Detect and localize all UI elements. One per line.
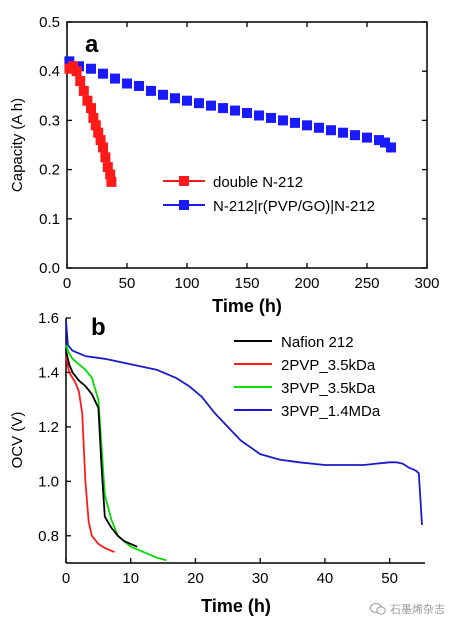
panel-a-x-tick-label: 200 <box>294 275 319 292</box>
panel-b-y-tick-label: 1.4 <box>38 364 59 381</box>
panel-b-x-tick-label: 20 <box>187 570 204 587</box>
panel-b-series-line-0 <box>65 350 138 548</box>
panel-a-x-tick-label: 50 <box>119 275 136 292</box>
panel-a-data-point <box>95 135 106 146</box>
watermark: 石墨烯杂志 <box>370 601 445 617</box>
panel-a-label: a <box>85 31 99 58</box>
panel-a-axis-ticks: 0 50 100 150 200 250 300 0.0 0.1 0.2 0.3 0.4 0.5 <box>39 14 439 292</box>
panel-a-data-point <box>98 68 108 79</box>
panel-a-data-point <box>170 93 180 104</box>
panel-a-legend-label: N-212|r(PVP/GO)|N-212 <box>213 198 375 215</box>
panel-a-data-point <box>110 73 120 84</box>
panel-a-data-point <box>380 137 390 148</box>
panel-b-y-tick-label: 1.2 <box>38 419 59 436</box>
watermark-text: 石墨烯杂志 <box>390 603 445 616</box>
panel-a-legend-label: double N-212 <box>213 174 303 191</box>
panel-a-y-tick-label: 0.3 <box>39 112 60 129</box>
panel-a-data-point <box>86 63 96 74</box>
panel-a-data-point <box>90 120 101 131</box>
panel-b-x-tick-label: 40 <box>317 570 334 587</box>
panel-a-data-point <box>254 110 264 121</box>
panel-a-data-point <box>105 169 116 180</box>
panel-a-x-tick-label: 0 <box>63 275 71 292</box>
panel-b-series-line-3 <box>65 320 423 525</box>
wechat-logo-icon <box>370 603 386 615</box>
panel-b-legend-label: 3PVP_3.5kDa <box>281 380 376 397</box>
panel-b-x-axis-label: Time (h) <box>201 596 271 616</box>
panel-a-x-tick-label: 300 <box>414 275 439 292</box>
panel-b-y-tick-label: 1.6 <box>38 310 59 327</box>
panel-a-data-point <box>374 135 384 146</box>
panel-a-data-point <box>266 112 276 123</box>
panel-a-data-point <box>106 176 117 187</box>
panel-a-y-tick-label: 0.5 <box>39 14 60 31</box>
panel-a-data-point <box>134 80 144 91</box>
panel-a-data-point <box>278 115 288 126</box>
panel-a-series <box>64 56 396 187</box>
panel-a-data-point <box>386 142 396 153</box>
panel-a-legend-marker <box>179 176 189 186</box>
panel-a-data-point <box>326 125 336 136</box>
panel-b-series-line-1 <box>65 355 115 553</box>
panel-a-data-point <box>158 89 168 100</box>
panel-a-data-point <box>350 130 360 141</box>
panel-a-data-point <box>290 117 300 128</box>
panel-a-data-point <box>82 95 93 106</box>
panel-a-data-point <box>146 85 156 96</box>
panel-a-data-point <box>218 103 228 114</box>
panel-a-data-point <box>88 112 99 123</box>
panel-b-legend-label: 3PVP_1.4MDa <box>281 403 381 420</box>
panel-a-data-point <box>98 142 108 153</box>
panel-a-data-point <box>75 76 86 87</box>
panel-a-series-0 <box>64 61 117 187</box>
panel-a-data-point <box>362 132 372 143</box>
panel-a-x-axis-label: Time (h) <box>212 296 282 316</box>
panel-b-x-tick-label: 50 <box>381 570 398 587</box>
panel-a-data-point <box>338 127 348 138</box>
panel-b-x-tick-label: 30 <box>252 570 269 587</box>
panel-b-y-axis-label: OCV (V) <box>9 412 26 469</box>
panel-a-data-point <box>86 103 96 114</box>
panel-b-x-tick-label: 0 <box>62 570 70 587</box>
panel-a-legend: double N-212 N-212|r(PVP/GO)|N-212 <box>163 174 375 215</box>
panel-b-series <box>65 320 423 562</box>
panel-a-data-point <box>78 85 89 96</box>
panel-a-data-point <box>100 152 111 163</box>
panel-a-x-tick-label: 100 <box>174 275 199 292</box>
panel-b-series-line-2 <box>65 344 167 562</box>
panel-b-chart: 0 10 20 30 40 50 0.8 1.0 1.2 1.4 1.6 b Time (h) OC… <box>9 310 425 616</box>
panel-a-x-tick-label: 250 <box>354 275 379 292</box>
panel-a-series-1 <box>64 56 396 153</box>
panel-a-chart: 0 50 100 150 200 250 300 0.0 0.1 0.2 0.3 0.4 0.5 a T… <box>9 14 440 316</box>
panel-b-y-tick-label: 0.8 <box>38 528 59 545</box>
panel-a-data-point <box>314 122 324 133</box>
panel-a-legend-marker <box>179 200 189 210</box>
panel-a-data-point <box>122 78 132 89</box>
panel-a-plot-frame <box>66 21 428 269</box>
panel-a-data-point <box>230 105 240 116</box>
panel-b-label: b <box>91 314 106 341</box>
panel-a-y-tick-label: 0.0 <box>39 260 60 277</box>
panel-a-x-tick-label: 150 <box>234 275 259 292</box>
panel-a-data-point <box>194 98 204 109</box>
panel-a-data-point <box>302 120 312 131</box>
panel-b-legend-label: Nafion 212 <box>281 334 354 351</box>
panel-a-data-point <box>242 108 252 119</box>
panel-a-data-point <box>182 95 192 106</box>
panel-a-y-tick-label: 0.2 <box>39 162 60 179</box>
panel-a-y-tick-label: 0.4 <box>39 63 60 80</box>
panel-b-legend: Nafion 212 2PVP_3.5kDa 3PVP_3.5kDa 3PVP_1.4… <box>234 334 381 420</box>
panel-b-legend-label: 2PVP_3.5kDa <box>281 357 376 374</box>
panel-a-data-point <box>93 127 104 138</box>
panel-a-y-tick-label: 0.1 <box>39 211 60 228</box>
panel-a-y-axis-label: Capacity (A h) <box>9 98 26 192</box>
panel-b-x-tick-label: 10 <box>122 570 139 587</box>
panel-a-data-point <box>102 162 113 173</box>
panel-a-data-point <box>71 66 82 77</box>
panel-b-y-tick-label: 1.0 <box>38 473 59 490</box>
panel-a-data-point <box>206 100 216 111</box>
panel-b-axis-ticks: 0 10 20 30 40 50 0.8 1.0 1.2 1.4 1.6 <box>38 310 398 587</box>
